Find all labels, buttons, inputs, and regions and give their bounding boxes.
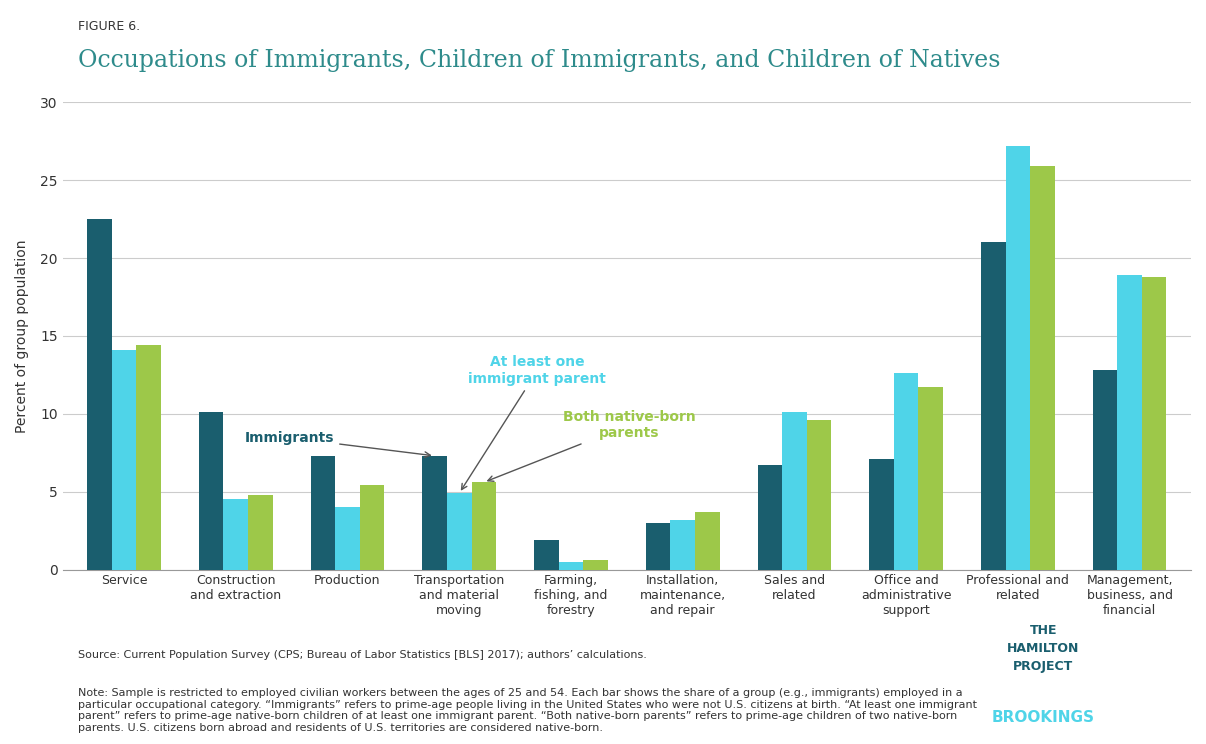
Text: Note: Sample is restricted to employed civilian workers between the ages of 25 a: Note: Sample is restricted to employed c… xyxy=(78,688,977,733)
Bar xyxy=(136,345,160,570)
Bar xyxy=(894,373,919,570)
Text: At least one
immigrant parent: At least one immigrant parent xyxy=(462,356,607,490)
Bar xyxy=(1117,275,1142,570)
Bar xyxy=(1006,146,1030,570)
Bar xyxy=(558,562,584,570)
Bar xyxy=(807,420,831,570)
Bar xyxy=(584,560,608,570)
Bar xyxy=(248,495,273,570)
Bar xyxy=(919,388,943,570)
Bar xyxy=(199,412,223,570)
Bar xyxy=(783,412,807,570)
Bar xyxy=(1142,277,1166,570)
Text: Both native-born
parents: Both native-born parents xyxy=(487,410,696,481)
Bar xyxy=(311,456,335,570)
Bar xyxy=(980,243,1006,570)
Bar xyxy=(695,512,720,570)
Bar xyxy=(112,350,136,570)
Text: THE
HAMILTON
PROJECT: THE HAMILTON PROJECT xyxy=(1007,623,1079,673)
Text: Source: Current Population Survey (CPS; Bureau of Labor Statistics [BLS] 2017); : Source: Current Population Survey (CPS; … xyxy=(78,650,648,661)
Text: Immigrants: Immigrants xyxy=(245,431,431,458)
Bar xyxy=(447,493,472,570)
Text: Occupations of Immigrants, Children of Immigrants, and Children of Natives: Occupations of Immigrants, Children of I… xyxy=(78,49,1001,72)
Bar xyxy=(422,456,447,570)
Bar xyxy=(757,465,783,570)
Bar xyxy=(472,482,496,570)
Bar xyxy=(223,499,248,570)
Bar xyxy=(1093,371,1117,570)
Bar xyxy=(335,507,359,570)
Bar xyxy=(87,219,112,570)
Text: FIGURE 6.: FIGURE 6. xyxy=(78,20,141,33)
Text: BROOKINGS: BROOKINGS xyxy=(991,710,1095,725)
Bar xyxy=(870,459,894,570)
Bar xyxy=(671,520,695,570)
Bar xyxy=(534,540,558,570)
Bar xyxy=(645,523,671,570)
Bar xyxy=(1030,166,1055,570)
Bar xyxy=(359,485,385,570)
Y-axis label: Percent of group population: Percent of group population xyxy=(14,239,29,433)
